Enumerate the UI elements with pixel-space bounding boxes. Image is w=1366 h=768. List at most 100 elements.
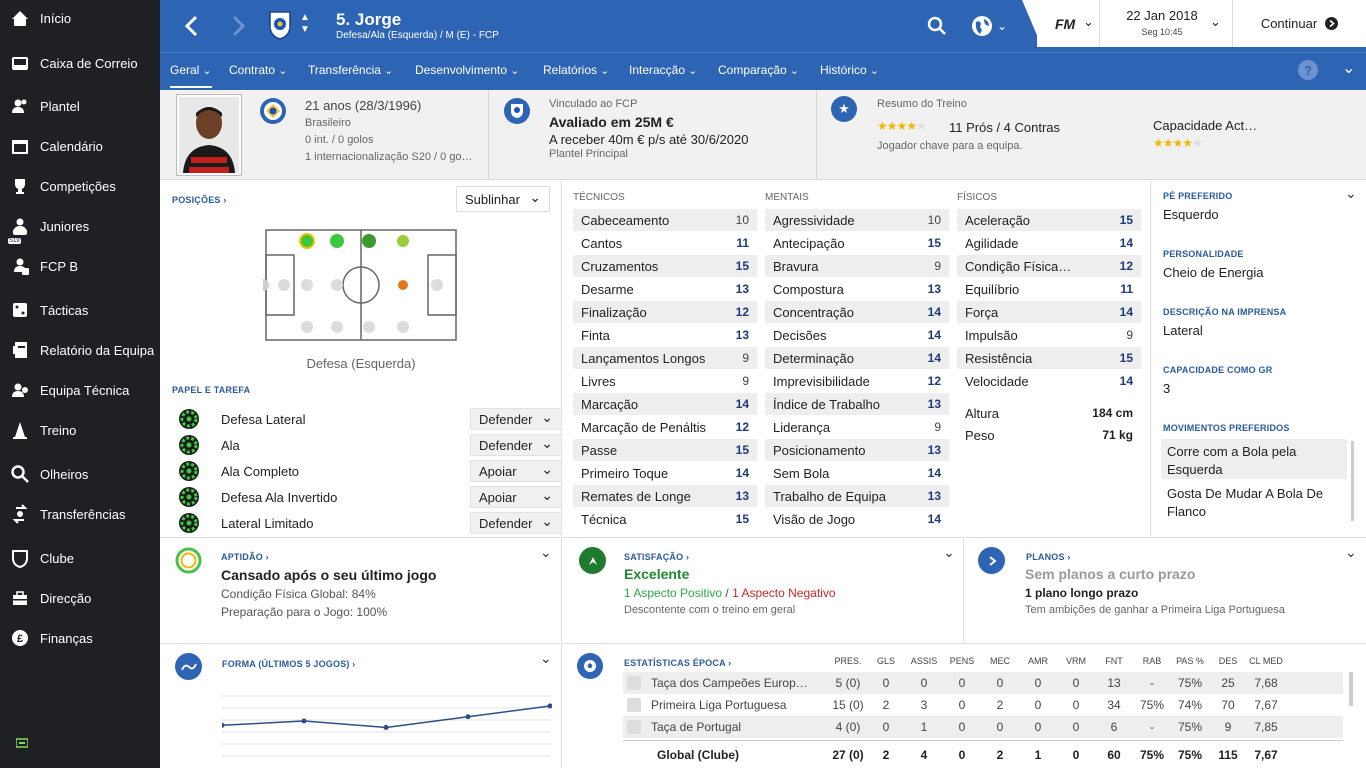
form-point[interactable]: [383, 724, 389, 730]
sidebar-item-b-team[interactable]: FCP B: [0, 248, 160, 284]
attribute-row[interactable]: Marcação de Penáltis 12: [573, 416, 757, 438]
stats-col-header[interactable]: GLS: [876, 656, 895, 666]
sidebar-item-inbox[interactable]: Caixa de Correio: [0, 45, 160, 81]
attribute-row[interactable]: Decisões 14: [765, 324, 949, 346]
highlight-dropdown[interactable]: Sublinhar ⌄: [456, 186, 550, 212]
sidebar-item-training[interactable]: Treino: [0, 412, 160, 448]
attribute-row[interactable]: Equilíbrio 11: [957, 278, 1141, 300]
attribute-row[interactable]: Posicionamento 13: [765, 439, 949, 461]
form-point[interactable]: [301, 718, 307, 724]
tab-0[interactable]: Geral: [170, 63, 212, 88]
attribute-row[interactable]: Condição Física… 12: [957, 255, 1141, 277]
attribute-row[interactable]: Remates de Longe 13: [573, 485, 757, 507]
attribute-row[interactable]: Imprevisibilidade 12: [765, 370, 949, 392]
attribute-row[interactable]: Agressividade 10: [765, 209, 949, 231]
attribute-row[interactable]: Sem Bola 14: [765, 462, 949, 484]
attribute-row[interactable]: Visão de Jogo 14: [765, 508, 949, 530]
attribute-row[interactable]: Velocidade 14: [957, 370, 1141, 392]
stats-col-header[interactable]: DES: [1218, 656, 1238, 666]
chevron-down-icon[interactable]: ⌄: [943, 544, 955, 560]
attribute-row[interactable]: Lançamentos Longos 9: [573, 347, 757, 369]
negative-aspects-link[interactable]: 1 Aspecto Negativo: [732, 586, 836, 600]
chevron-down-icon[interactable]: ⌄: [1210, 14, 1221, 29]
attribute-row[interactable]: Trabalho de Equipa 13: [765, 485, 949, 507]
role-row[interactable]: Lateral Limitado Defender: [178, 510, 562, 536]
attribute-row[interactable]: Cabeceamento 10: [573, 209, 757, 231]
sidebar-item-club[interactable]: Clube: [0, 540, 160, 576]
positive-aspects-link[interactable]: 1 Aspecto Positivo: [624, 586, 723, 600]
tab-3[interactable]: Desenvolvimento: [415, 63, 519, 77]
attribute-row[interactable]: Cruzamentos 15: [573, 255, 757, 277]
chevron-down-icon[interactable]: ⌄: [1345, 185, 1357, 201]
form-point[interactable]: [222, 722, 225, 728]
stats-col-header[interactable]: MEC: [990, 656, 1010, 666]
sidebar-item-calendar[interactable]: Calendário: [0, 128, 160, 164]
stats-row[interactable]: Primeira Liga Portuguesa 15 (0) 2 3 0 2 0 0 34 75…: [623, 694, 1343, 716]
fitness-header[interactable]: APTIDÃO ›: [221, 552, 269, 562]
chevron-down-icon[interactable]: ⌄: [1083, 14, 1094, 29]
scrollbar[interactable]: [1349, 672, 1353, 706]
attribute-row[interactable]: Livres 9: [573, 370, 757, 392]
continue-button[interactable]: Continuar: [1233, 0, 1366, 47]
attribute-row[interactable]: Liderança 9: [765, 416, 949, 438]
back-button[interactable]: [178, 9, 204, 43]
attribute-row[interactable]: Marcação 14: [573, 393, 757, 415]
stats-col-header[interactable]: RAB: [1142, 656, 1162, 666]
attribute-row[interactable]: Primeiro Toque 14: [573, 462, 757, 484]
chevron-down-icon[interactable]: ⌄: [540, 544, 552, 560]
stats-col-header[interactable]: PRES.: [834, 656, 862, 666]
stats-col-header[interactable]: PAS %: [1176, 656, 1204, 666]
attribute-row[interactable]: Antecipação 15: [765, 232, 949, 254]
scrollbar[interactable]: [1351, 441, 1354, 521]
form-point[interactable]: [465, 714, 471, 720]
attribute-row[interactable]: Bravura 9: [765, 255, 949, 277]
role-row[interactable]: Ala Completo Apoiar: [178, 458, 562, 484]
attribute-row[interactable]: Finalização 12: [573, 301, 757, 323]
sidebar-item-youth[interactable]: Juniores: [0, 208, 160, 244]
attribute-row[interactable]: Cantos 11: [573, 232, 757, 254]
duty-dropdown[interactable]: Defender: [470, 512, 562, 534]
duty-dropdown[interactable]: Defender: [470, 434, 562, 456]
attribute-row[interactable]: Resistência 15: [957, 347, 1141, 369]
duty-dropdown[interactable]: Defender: [470, 408, 562, 430]
sidebar-item-tactics[interactable]: Tácticas: [0, 292, 160, 328]
tab-5[interactable]: Interacção: [629, 63, 697, 77]
stats-col-header[interactable]: CL MED: [1249, 656, 1283, 666]
stats-col-header[interactable]: FNT: [1105, 656, 1123, 666]
role-row[interactable]: Defesa Lateral Defender: [178, 406, 562, 432]
chevron-down-icon[interactable]: ⌄: [1342, 60, 1356, 77]
duty-dropdown[interactable]: Apoiar: [470, 486, 562, 508]
attribute-row[interactable]: Desarme 13: [573, 278, 757, 300]
role-row[interactable]: Defesa Ala Invertido Apoiar: [178, 484, 562, 510]
positions-header[interactable]: POSIÇÕES ›: [172, 195, 227, 205]
attribute-row[interactable]: Agilidade 14: [957, 232, 1141, 254]
stats-row[interactable]: Taça dos Campeões Europ… 5 (0) 0 0 0 0 0 0 13 - 75…: [623, 672, 1343, 694]
sidebar-item-squad[interactable]: Plantel: [0, 88, 160, 124]
attribute-row[interactable]: Técnica 15: [573, 508, 757, 530]
sidebar-item-trophy[interactable]: Competições: [0, 168, 160, 204]
attribute-row[interactable]: Determinação 14: [765, 347, 949, 369]
help-button[interactable]: ?: [1298, 60, 1318, 80]
season-stats-header[interactable]: ESTATÍSTICAS ÉPOCA ›: [624, 658, 732, 668]
search-button[interactable]: [924, 9, 950, 43]
tab-7[interactable]: Histórico: [820, 63, 879, 77]
stats-col-header[interactable]: PENS: [949, 656, 975, 666]
duty-dropdown[interactable]: Apoiar: [470, 460, 562, 482]
role-row[interactable]: Ala Defender: [178, 432, 562, 458]
tab-2[interactable]: Transferência: [308, 63, 393, 77]
sidebar-item-board[interactable]: Direcção: [0, 580, 160, 616]
chevron-down-icon[interactable]: ⌄: [1345, 544, 1357, 560]
attribute-row[interactable]: Compostura 13: [765, 278, 949, 300]
attribute-row[interactable]: Aceleração 15: [957, 209, 1141, 231]
tab-4[interactable]: Relatórios: [543, 63, 609, 77]
stats-col-header[interactable]: VRM: [1066, 656, 1086, 666]
player-switch-arrows[interactable]: ▲ ▼: [300, 12, 310, 35]
attribute-row[interactable]: Força 14: [957, 301, 1141, 323]
plans-header[interactable]: PLANOS ›: [1026, 552, 1071, 562]
sidebar-item-home[interactable]: Início: [0, 0, 160, 36]
sidebar-item-report[interactable]: Relatório da Equipa: [0, 332, 160, 368]
chevron-down-icon[interactable]: ⌄: [540, 650, 552, 666]
status-icon[interactable]: [15, 738, 29, 750]
sidebar-item-staff[interactable]: Equipa Técnica: [0, 372, 160, 408]
form-header[interactable]: FORMA (ÚLTIMOS 5 JOGOS) ›: [222, 659, 356, 669]
